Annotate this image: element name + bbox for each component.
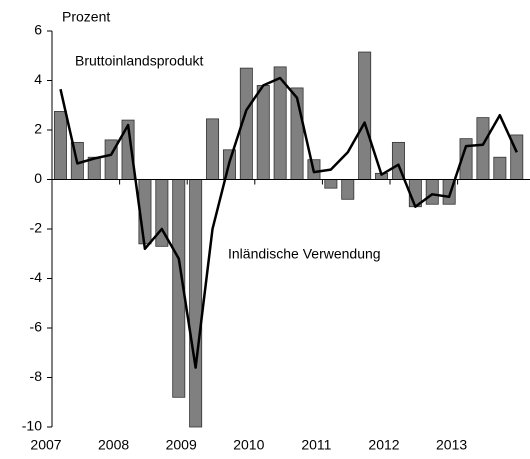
y-tick-label: -4 — [30, 269, 43, 285]
bar — [189, 179, 203, 428]
bar — [425, 179, 439, 205]
x-tick-label: 2007 — [30, 437, 61, 453]
x-tick-label: 2010 — [233, 437, 264, 453]
series-label: Bruttoinlandsprodukt — [75, 53, 204, 69]
x-tick-label: 2012 — [368, 437, 399, 453]
bar — [493, 156, 507, 180]
y-tick-label: -2 — [30, 220, 43, 236]
y-axis-label: Prozent — [62, 9, 110, 25]
x-tick-label: 2009 — [166, 437, 197, 453]
bar — [206, 118, 220, 180]
bar — [324, 179, 338, 189]
bar — [53, 111, 67, 180]
x-tick-label: 2013 — [436, 437, 467, 453]
y-tick-label: 6 — [34, 22, 42, 38]
bar — [256, 85, 270, 180]
line — [59, 76, 518, 369]
bar — [358, 51, 372, 180]
y-tick-label: 4 — [34, 71, 42, 87]
y-tick-label: 0 — [34, 170, 42, 186]
series-label: Inländische Verwendung — [228, 246, 381, 262]
y-tick-label: -8 — [30, 368, 43, 384]
y-tick-label: 2 — [34, 121, 42, 137]
y-tick-label: -6 — [30, 319, 43, 335]
x-tick-label: 2011 — [301, 437, 331, 453]
x-tick-label: 2008 — [98, 437, 129, 453]
bar — [341, 179, 355, 200]
bar — [476, 117, 490, 180]
y-tick-label: -10 — [22, 418, 42, 434]
